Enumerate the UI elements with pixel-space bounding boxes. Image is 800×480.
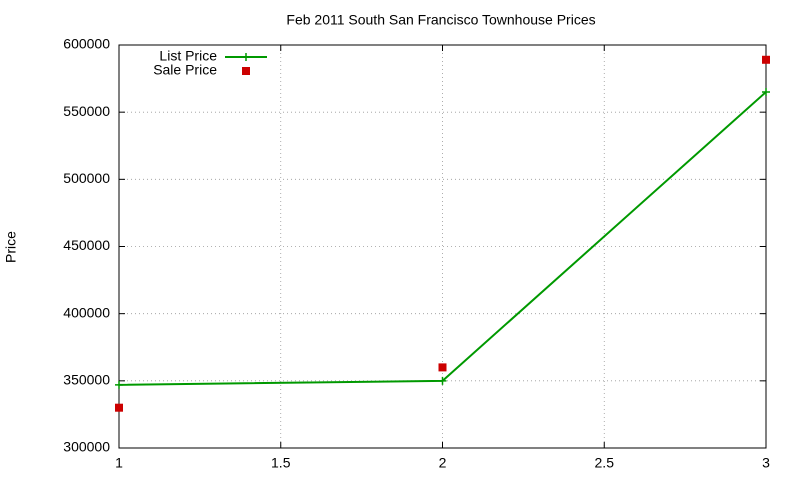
legend-marker	[242, 53, 250, 61]
y-tick-label: 350000	[63, 372, 110, 388]
point	[115, 380, 123, 389]
point	[438, 363, 447, 372]
y-tick-label: 300000	[63, 439, 110, 455]
x-tick-label: 3	[762, 455, 770, 471]
y-tick-label: 450000	[63, 237, 110, 253]
x-tick-label: 1.5	[271, 455, 291, 471]
point	[115, 403, 123, 412]
point	[762, 55, 770, 64]
plot-border	[118, 44, 767, 449]
x-tick-label: 2.5	[595, 455, 615, 471]
y-tick-label: 600000	[63, 36, 110, 52]
point	[762, 88, 770, 97]
chart-title: Feb 2011 South San Francisco Townhouse P…	[286, 12, 595, 28]
legend-label: List Price	[159, 48, 217, 64]
legend-marker	[242, 67, 250, 75]
y-tick-label: 500000	[63, 170, 110, 186]
point	[438, 376, 447, 385]
x-tick-label: 1	[115, 455, 123, 471]
y-tick-label: 400000	[63, 304, 110, 320]
legend-label: Sale Price	[153, 62, 217, 78]
x-tick-label: 2	[439, 455, 447, 471]
line	[118, 91, 767, 386]
y-tick-label: 550000	[63, 103, 110, 119]
y-axis-label: Price	[3, 231, 19, 263]
